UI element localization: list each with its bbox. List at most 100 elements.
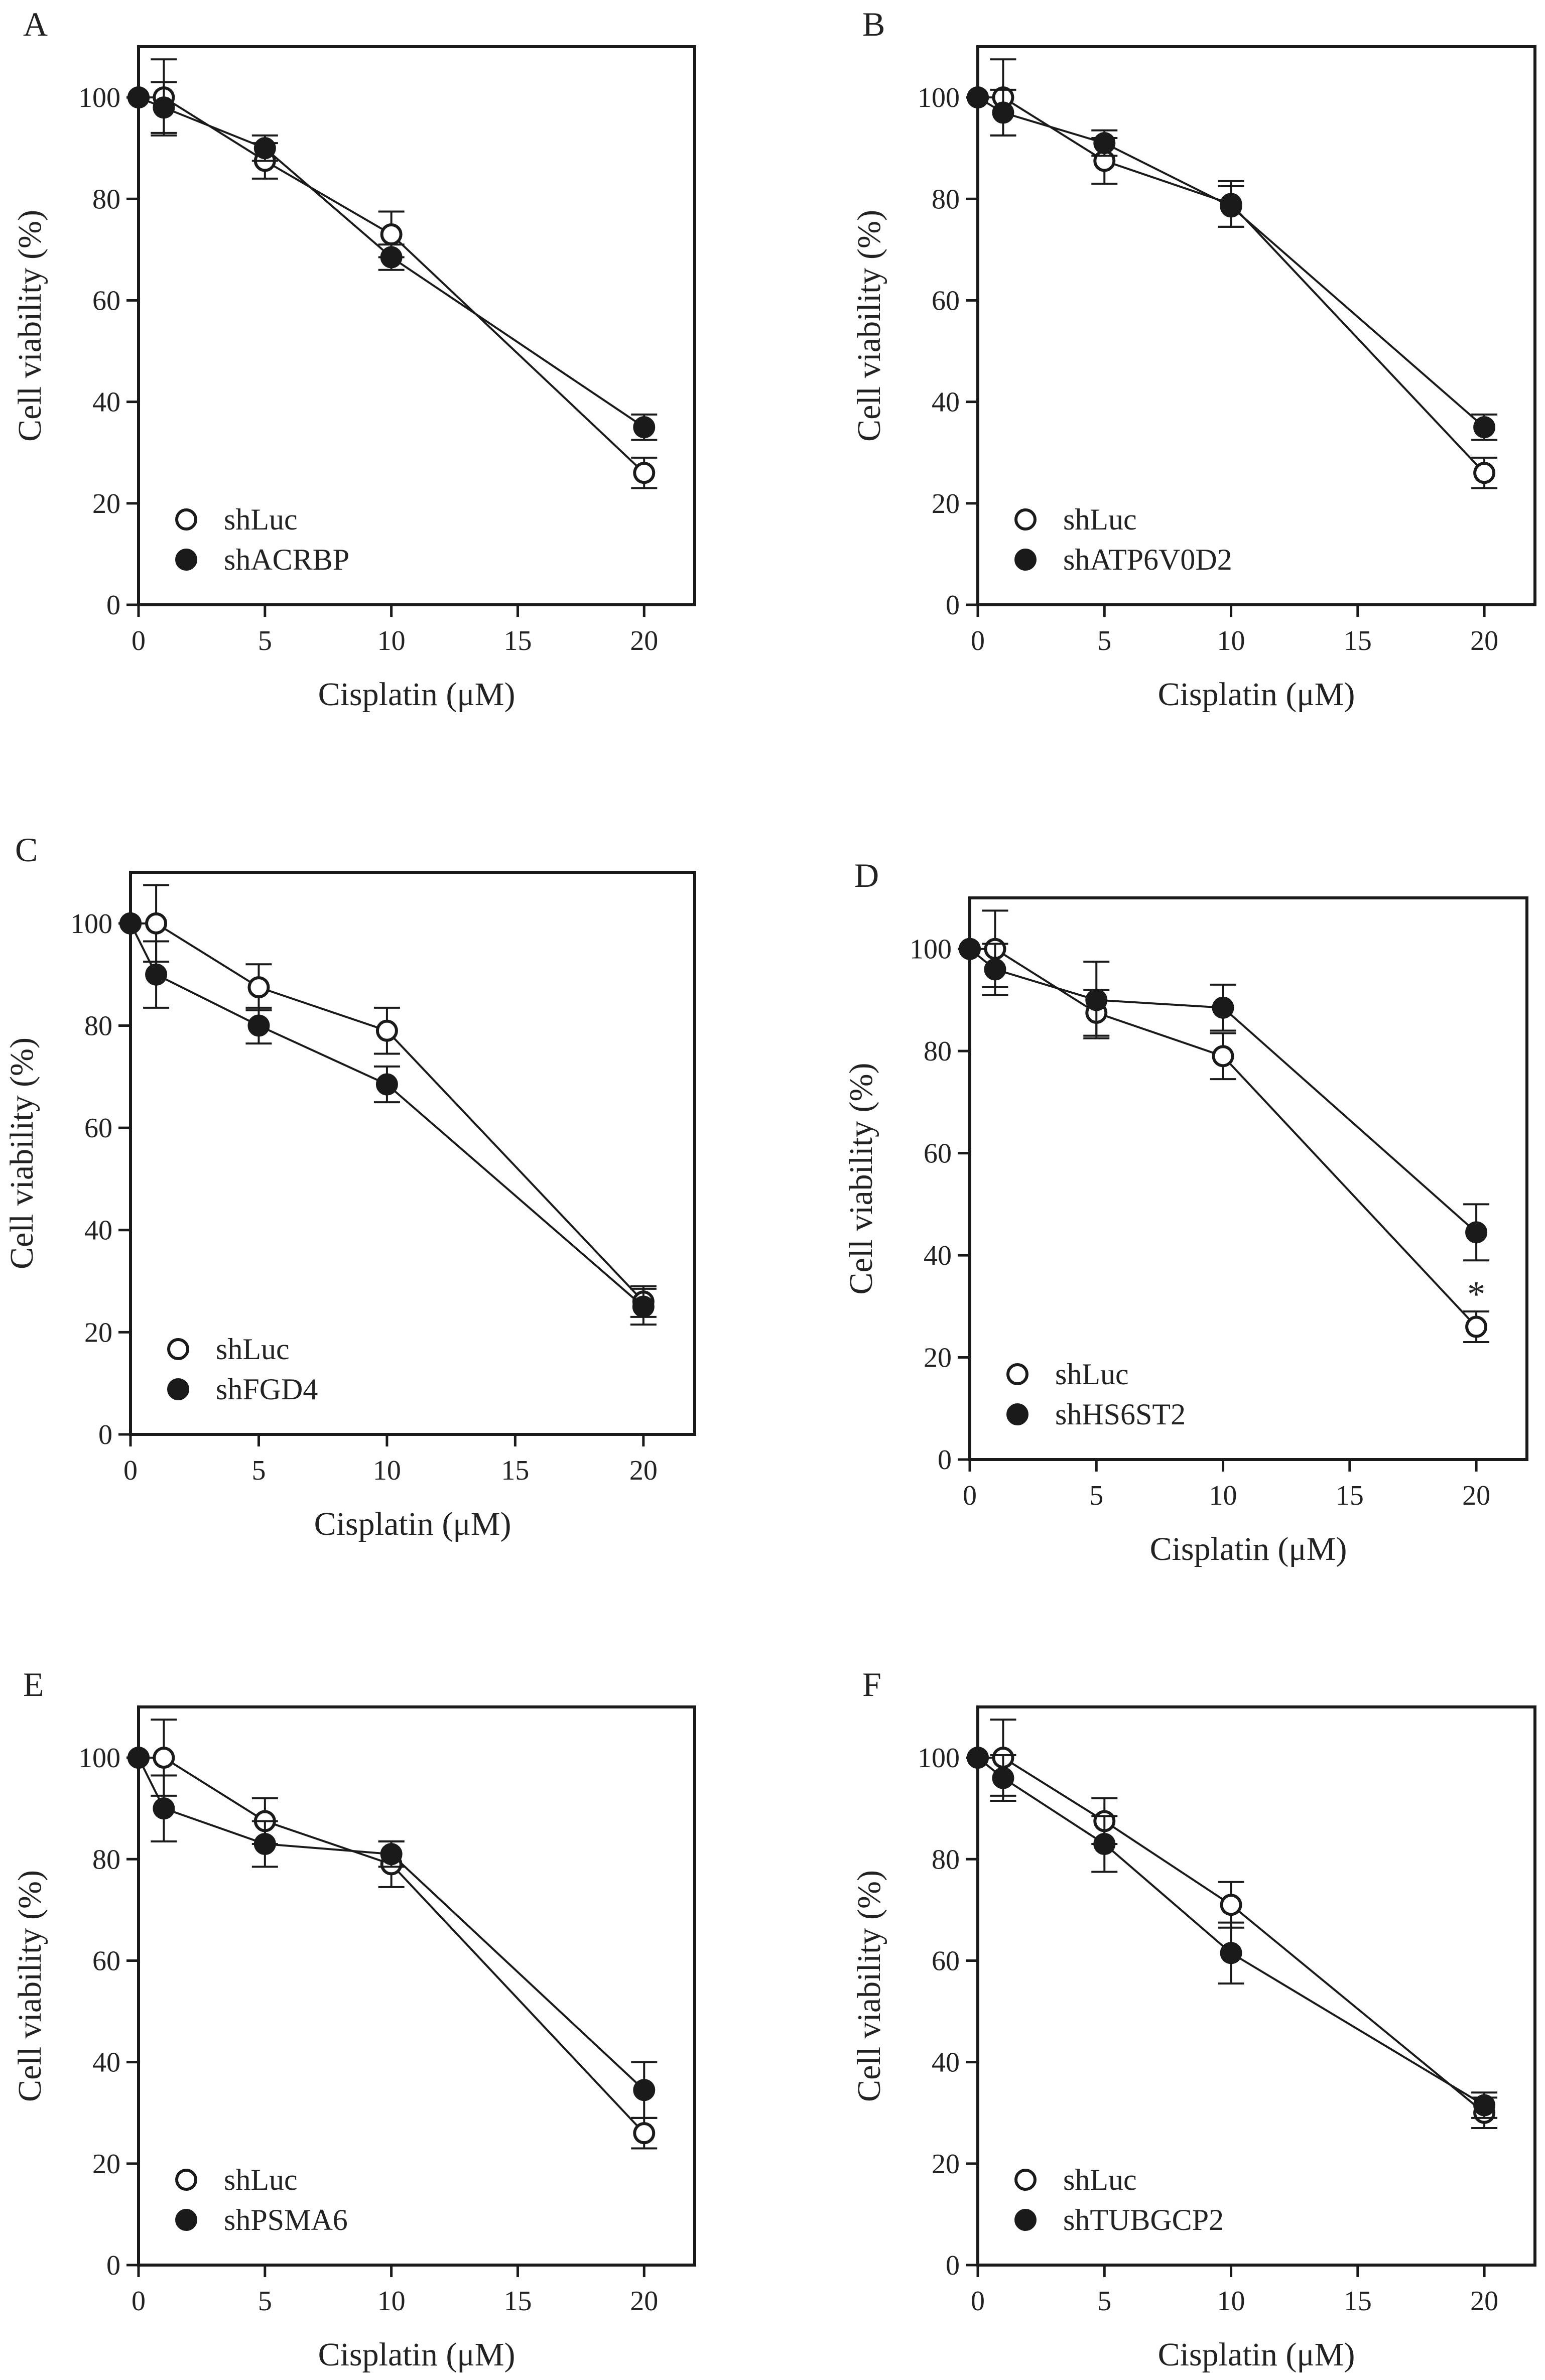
legend-label: shLuc xyxy=(224,503,298,536)
data-point xyxy=(959,938,981,960)
x-tick-label: 15 xyxy=(1336,1480,1364,1511)
legend-marker xyxy=(175,508,197,531)
panel-label: B xyxy=(862,5,885,43)
data-point xyxy=(145,963,168,986)
x-tick-label: 15 xyxy=(1344,625,1372,656)
x-axis-label: Cisplatin (μM) xyxy=(1158,2336,1355,2373)
legend-label: shFGD4 xyxy=(216,1373,318,1406)
x-tick-label: 20 xyxy=(1470,2286,1498,2317)
y-tick-label: 40 xyxy=(924,1240,952,1271)
x-tick-label: 10 xyxy=(1209,1480,1237,1511)
data-point xyxy=(992,1767,1014,1789)
y-tick-label: 20 xyxy=(84,1317,112,1348)
data-point xyxy=(984,958,1006,981)
legend-marker xyxy=(167,1378,189,1400)
legend-label: shHS6ST2 xyxy=(1055,1398,1186,1431)
x-tick-label: 0 xyxy=(971,2286,985,2317)
legend-marker xyxy=(175,2169,197,2191)
y-axis-label: Cell viability (%) xyxy=(843,1063,879,1295)
panel-label: F xyxy=(862,1665,881,1703)
y-tick-label: 20 xyxy=(92,2149,120,2180)
data-point xyxy=(1085,989,1108,1011)
y-tick-label: 100 xyxy=(910,934,952,965)
data-point xyxy=(1473,416,1496,439)
data-point xyxy=(1473,2094,1496,2117)
x-tick-label: 0 xyxy=(132,2286,146,2317)
plot-frame xyxy=(137,1705,696,2267)
data-point xyxy=(375,1073,398,1096)
legend-label: shTUBGCP2 xyxy=(1063,2203,1224,2236)
data-point xyxy=(1465,1221,1488,1244)
y-axis-label: Cell viability (%) xyxy=(12,210,48,442)
data-point xyxy=(1093,132,1116,155)
data-point xyxy=(119,912,142,935)
plot-frame xyxy=(968,896,1528,1461)
legend-label: shLuc xyxy=(1055,1358,1129,1391)
data-point xyxy=(380,223,403,246)
y-tick-label: 60 xyxy=(932,285,960,316)
data-point xyxy=(375,1019,398,1042)
plot-frame xyxy=(129,871,696,1436)
data-point xyxy=(247,976,270,999)
data-point xyxy=(1212,1045,1234,1068)
x-tick-label: 15 xyxy=(503,625,532,656)
legend-label: shLuc xyxy=(224,2163,298,2196)
legend-label: shACRBP xyxy=(224,543,349,576)
panel-a: A 0 5 10 15 20 0 20 40 60 80 100 Cisplatin (μM) Cell … xyxy=(12,5,696,713)
series-shhs6st2 xyxy=(959,938,1490,1262)
data-point xyxy=(380,1843,403,1866)
data-point xyxy=(127,1747,150,1769)
x-tick-label: 15 xyxy=(501,1455,529,1486)
y-tick-label: 20 xyxy=(92,488,120,519)
x-tick-label: 10 xyxy=(377,2286,406,2317)
data-point xyxy=(967,86,989,109)
x-tick-label: 10 xyxy=(1217,625,1245,656)
y-tick-label: 0 xyxy=(938,1444,952,1476)
data-point xyxy=(145,912,168,935)
y-tick-label: 0 xyxy=(106,2250,120,2281)
legend-marker xyxy=(1006,1403,1028,1425)
legend-marker xyxy=(175,2209,197,2231)
panel-b: B 0 5 10 15 20 0 20 40 60 80 100 Cisplatin (μM) Cell … xyxy=(851,5,1536,713)
x-tick-label: 15 xyxy=(503,2286,532,2317)
legend-label: shLuc xyxy=(1063,2163,1137,2196)
data-point xyxy=(632,1295,655,1318)
x-axis-label: Cisplatin (μM) xyxy=(318,676,516,713)
y-axis-label: Cell viability (%) xyxy=(851,1870,887,2102)
plot-frame xyxy=(976,45,1536,606)
legend-marker xyxy=(1014,549,1037,571)
legend-marker xyxy=(167,1338,189,1360)
data-point xyxy=(1473,462,1496,484)
x-tick-label: 0 xyxy=(132,625,146,656)
data-point xyxy=(1212,996,1234,1019)
y-tick-label: 100 xyxy=(918,1743,960,1774)
legend-marker xyxy=(1006,1363,1028,1385)
data-point xyxy=(967,1747,989,1769)
series-shatp6v0d2 xyxy=(967,86,1498,441)
y-axis-label: Cell viability (%) xyxy=(4,1037,40,1269)
panel-e: E 0 5 10 15 20 0 20 40 60 80 100 Cisplatin (μM) Cell … xyxy=(12,1665,696,2373)
x-axis-label: Cisplatin (μM) xyxy=(318,2336,516,2373)
y-tick-label: 100 xyxy=(78,82,120,113)
x-tick-label: 20 xyxy=(1462,1480,1490,1511)
legend-marker xyxy=(175,549,197,571)
y-tick-label: 60 xyxy=(92,1945,120,1976)
data-point xyxy=(253,137,276,160)
x-tick-label: 10 xyxy=(1217,2286,1245,2317)
y-tick-label: 20 xyxy=(932,2149,960,2180)
y-tick-label: 80 xyxy=(924,1036,952,1067)
data-point xyxy=(633,416,656,439)
data-point xyxy=(153,1747,175,1769)
x-tick-label: 20 xyxy=(629,1455,658,1486)
y-tick-label: 0 xyxy=(98,1419,112,1450)
data-point xyxy=(633,2122,656,2145)
significance-marker: * xyxy=(1467,1274,1485,1314)
y-tick-label: 0 xyxy=(946,590,960,621)
y-tick-label: 40 xyxy=(92,2047,120,2078)
panel-f: F 0 5 10 15 20 0 20 40 60 80 100 Cisplatin (μM) Cell … xyxy=(851,1665,1536,2373)
series-shfgd4 xyxy=(119,912,657,1326)
panel-label: A xyxy=(23,5,48,43)
x-tick-label: 5 xyxy=(1097,625,1111,656)
x-tick-label: 5 xyxy=(258,625,272,656)
x-tick-label: 10 xyxy=(373,1455,401,1486)
